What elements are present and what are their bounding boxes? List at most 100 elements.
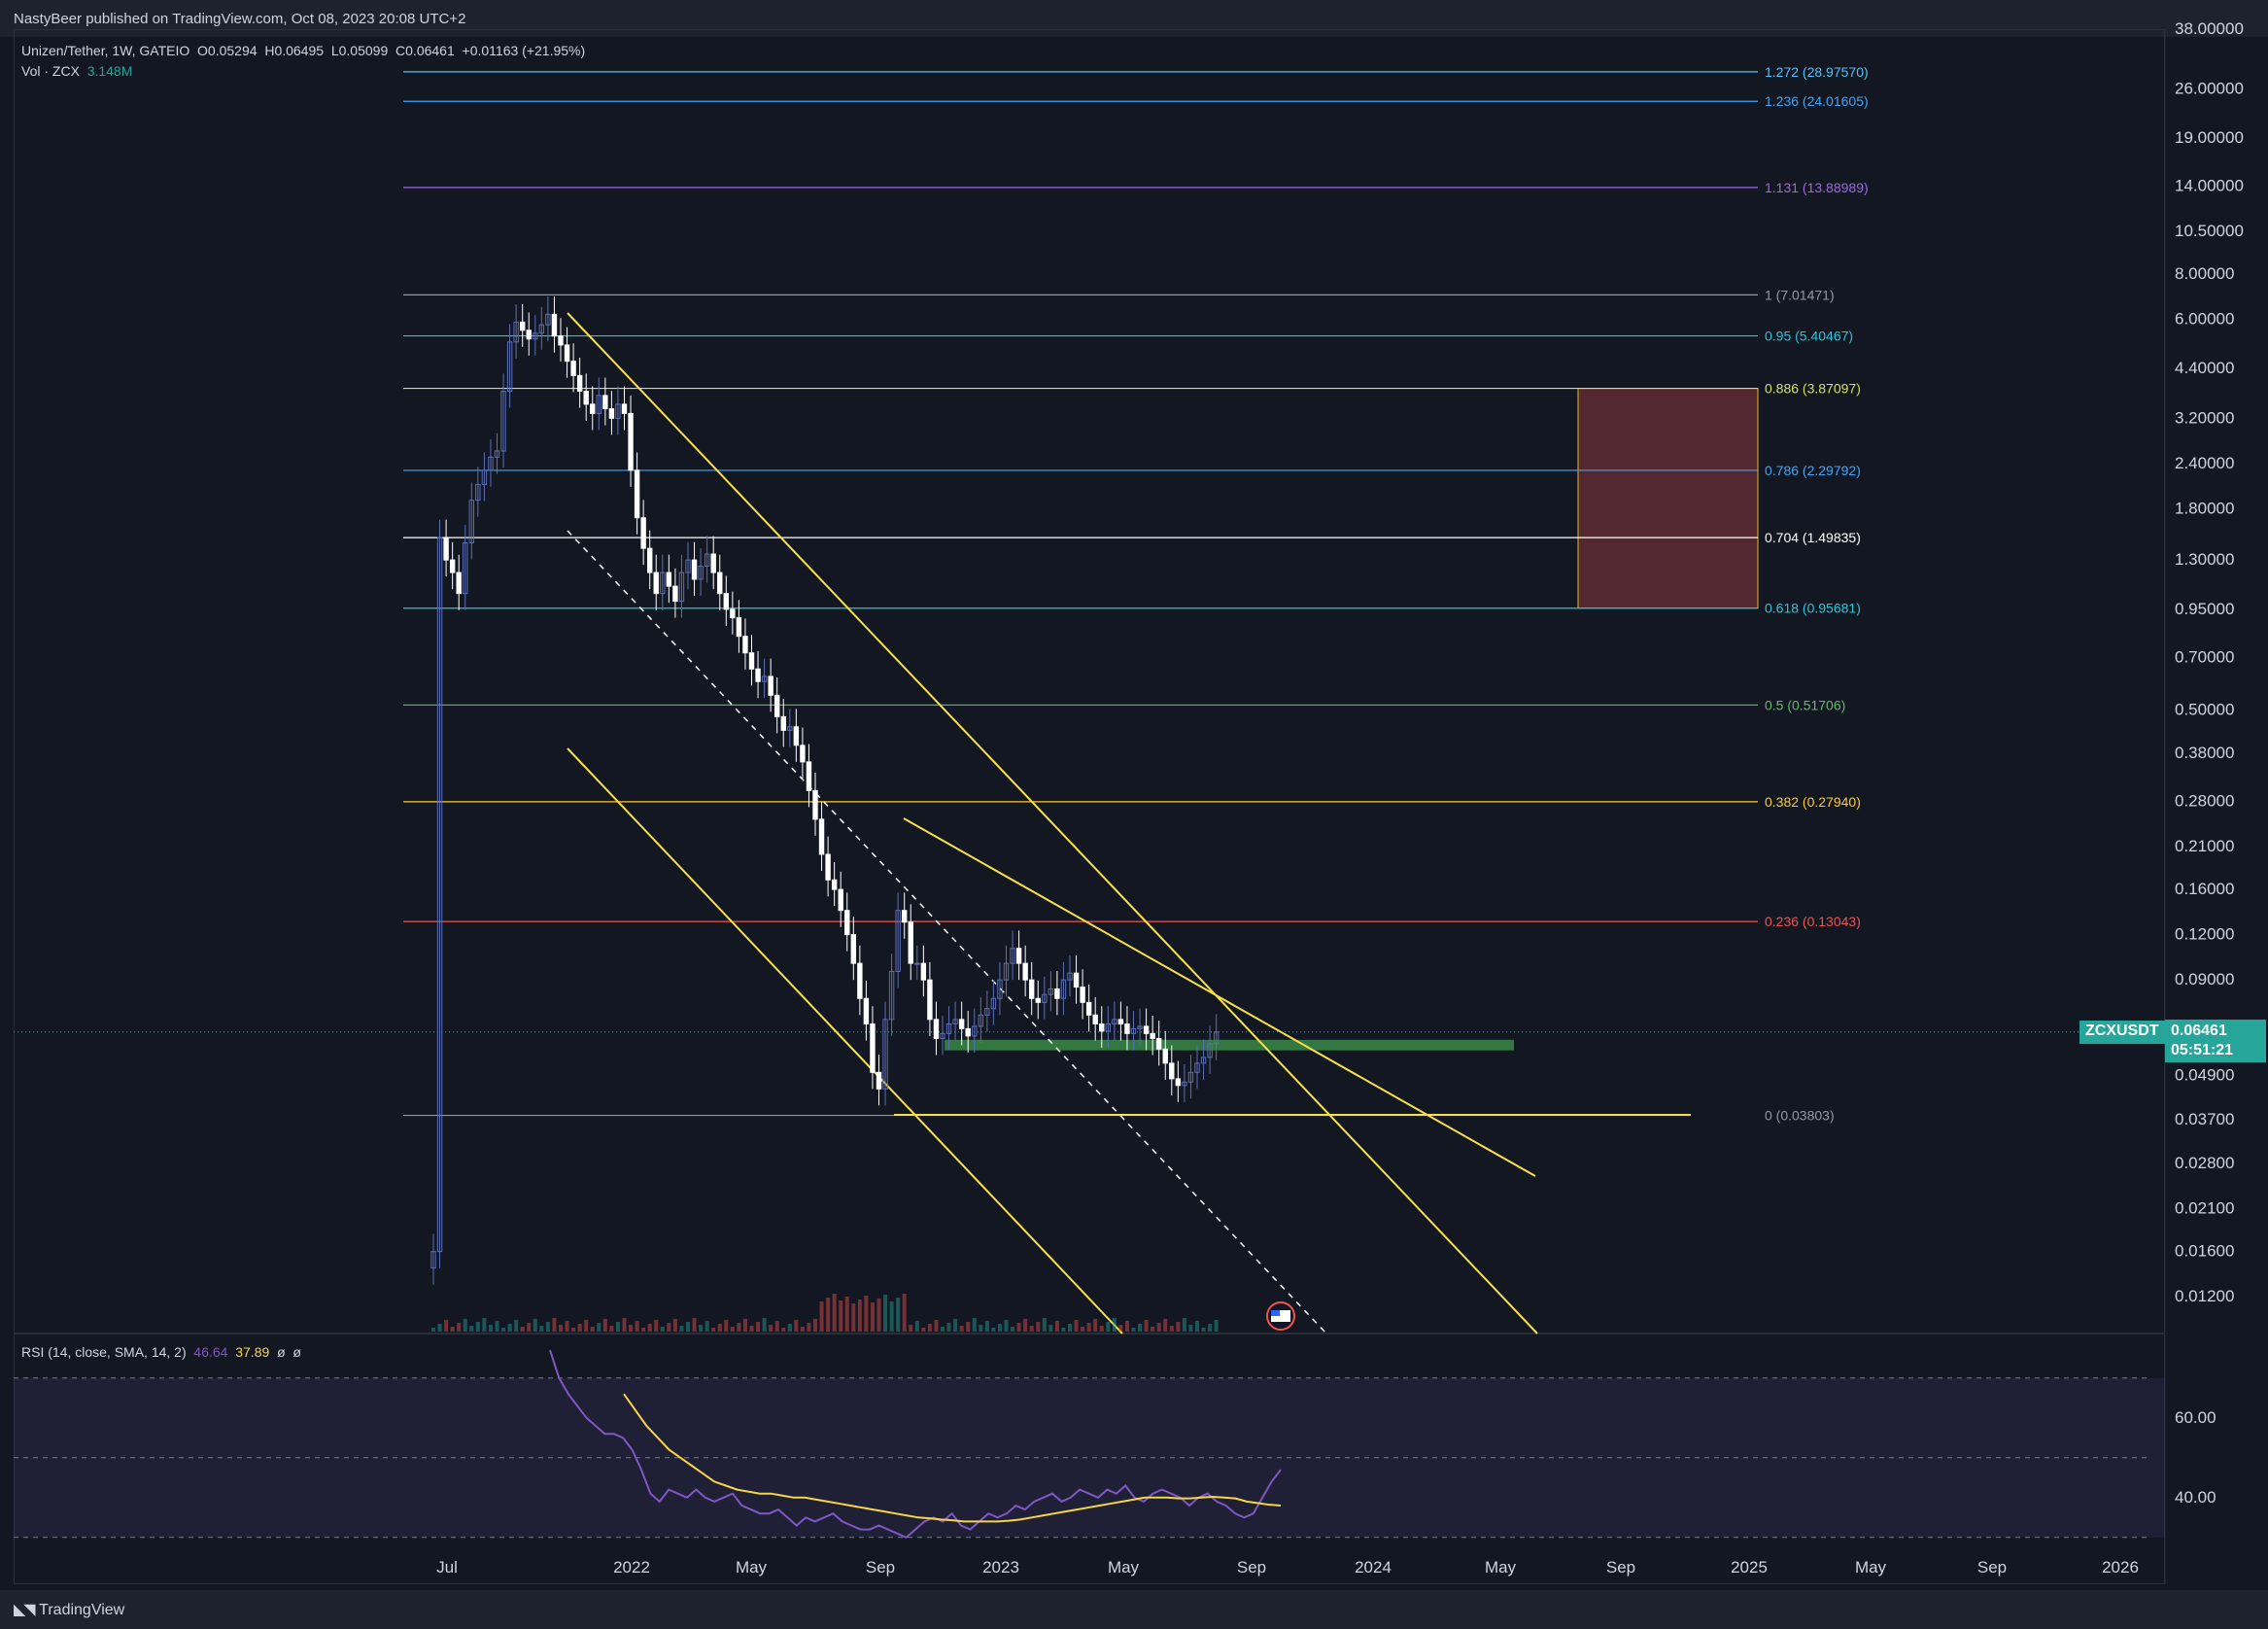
volume-bar [959, 1326, 964, 1332]
fib-level-label: 1.272 (28.97570) [1765, 64, 1869, 80]
time-axis-label: 2025 [1731, 1558, 1768, 1577]
candle-body [888, 970, 895, 1021]
price-axis-label: 0.16000 [2175, 880, 2234, 898]
candle-body [920, 962, 927, 981]
low-value: 0.05099 [338, 43, 389, 58]
volume-bar [672, 1319, 677, 1332]
volume-bar [584, 1320, 589, 1332]
volume-bar [602, 1319, 607, 1332]
volume-bar [769, 1325, 773, 1332]
fib-level-label: 1.131 (13.88989) [1765, 180, 1869, 195]
price-axis-label: 0.01600 [2175, 1242, 2234, 1261]
low-label: L [330, 43, 339, 58]
volume-bar [1169, 1326, 1174, 1332]
price-axis-label: 14.00000 [2175, 177, 2244, 195]
candle-body [691, 559, 698, 580]
volume-bar [864, 1296, 869, 1332]
candle-body [672, 585, 678, 603]
candle-body [761, 676, 768, 682]
tradingview-logo[interactable]: ◣◥ TradingView [14, 1600, 124, 1619]
volume-bar [1086, 1323, 1091, 1332]
candle-body [1092, 1014, 1098, 1025]
publisher-bar: NastyBeer published on TradingView.com, … [0, 0, 2268, 37]
volume-bar [609, 1326, 614, 1332]
fib-level-label: 0.382 (0.27940) [1765, 794, 1861, 810]
volume-bar [667, 1323, 671, 1332]
candle-body [628, 412, 634, 471]
candle-body [1150, 1032, 1155, 1039]
candle-body [1187, 1071, 1194, 1083]
support-zone-box [945, 1039, 1514, 1051]
candle-body [990, 997, 997, 1010]
candle-body [818, 818, 825, 855]
price-axis-label: 8.00000 [2175, 264, 2234, 283]
candle-body [1182, 1081, 1187, 1087]
candle-body [647, 547, 653, 573]
volume-bar [1004, 1320, 1009, 1332]
volume-bar [615, 1322, 620, 1332]
candle-body [463, 541, 468, 595]
volume-bar [1042, 1318, 1047, 1332]
volume-bar [469, 1326, 474, 1332]
volume-bar [1054, 1321, 1059, 1332]
volume-bar [1131, 1328, 1136, 1332]
candle-body [825, 853, 831, 881]
rsi-sma-line [623, 1393, 1282, 1523]
candle-body [1003, 962, 1010, 981]
candle-body [748, 652, 755, 670]
volume-bar [717, 1324, 722, 1332]
candle-body [1022, 962, 1028, 981]
volume-bar [896, 1298, 901, 1332]
price-axis-label: 0.03700 [2175, 1110, 2234, 1128]
candle-body [1175, 1078, 1182, 1087]
candle-body [1207, 1043, 1213, 1058]
volume-bar [1144, 1320, 1149, 1332]
close-label: C [395, 43, 406, 58]
volume-bar [533, 1319, 537, 1332]
tradingview-logo-text: TradingView [39, 1602, 125, 1618]
volume-bar [629, 1325, 634, 1332]
volume-bar [1061, 1328, 1066, 1332]
volume-bar [622, 1318, 627, 1332]
candle-body [952, 1019, 958, 1025]
candle-body [1067, 972, 1073, 981]
candle-body [1085, 1001, 1092, 1016]
candle-body [806, 761, 812, 791]
price-axis-label: 0.21000 [2175, 837, 2234, 855]
high-label: H [264, 43, 275, 58]
candle-body [838, 888, 843, 912]
candle-body [1112, 1019, 1117, 1025]
volume-bar [1112, 1318, 1117, 1332]
volume-bar [839, 1300, 843, 1332]
volume-bar [520, 1327, 525, 1332]
candle-body [1143, 1025, 1150, 1034]
candle-body [870, 1023, 876, 1073]
candle-body [780, 715, 786, 731]
candle-body [844, 910, 850, 936]
volume-bar [749, 1326, 754, 1332]
candle-body [1099, 1023, 1105, 1032]
volume-bar [1151, 1327, 1155, 1332]
symbol-price-tag: ZCXUSDT [2079, 1021, 2165, 1044]
candle-body [1015, 948, 1022, 964]
volume-bar [794, 1320, 799, 1332]
candle-body [717, 572, 723, 595]
candle-body [997, 979, 1003, 999]
price-axis-label: 0.50000 [2175, 701, 2234, 719]
candle-body [666, 572, 672, 587]
time-axis-label: May [1108, 1558, 1140, 1577]
volume-bar [577, 1324, 582, 1332]
candle-body [538, 324, 545, 334]
volume-bar [1068, 1324, 1072, 1332]
price-axis-label: 4.40000 [2175, 359, 2234, 377]
volume-bar [997, 1324, 1002, 1332]
volume-bar [972, 1318, 977, 1332]
symbol-name: Unizen/Tether, 1W, GATEIO [21, 43, 190, 58]
price-axis-label: 0.09000 [2175, 970, 2234, 988]
candle-body [1124, 1023, 1130, 1034]
candle-body [958, 1019, 965, 1029]
volume-bar [826, 1298, 831, 1332]
wedge-upper-trendline [903, 817, 1536, 1177]
rsi-axis-label: 60.00 [2175, 1408, 2216, 1427]
